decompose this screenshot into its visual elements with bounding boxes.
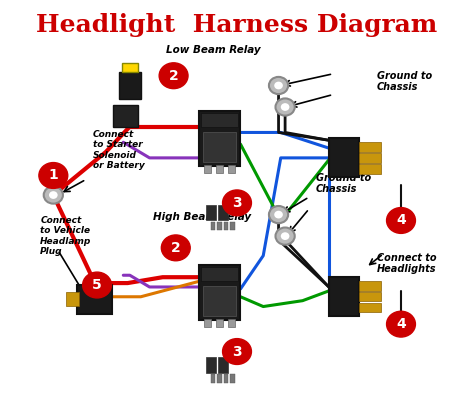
Circle shape: [275, 98, 295, 115]
FancyBboxPatch shape: [359, 153, 381, 163]
FancyBboxPatch shape: [217, 222, 222, 230]
FancyBboxPatch shape: [359, 142, 381, 152]
FancyBboxPatch shape: [122, 63, 138, 72]
Circle shape: [39, 163, 68, 188]
FancyBboxPatch shape: [206, 357, 216, 373]
FancyBboxPatch shape: [216, 165, 223, 173]
FancyBboxPatch shape: [230, 222, 235, 230]
Text: Ground to
Chassis: Ground to Chassis: [316, 173, 371, 194]
Circle shape: [223, 338, 251, 364]
Circle shape: [387, 208, 415, 233]
Circle shape: [275, 227, 295, 245]
FancyBboxPatch shape: [359, 303, 381, 312]
Text: 5: 5: [92, 278, 102, 292]
Circle shape: [159, 63, 188, 89]
Text: Connect to
Headlights: Connect to Headlights: [377, 253, 437, 274]
FancyBboxPatch shape: [329, 138, 359, 177]
FancyBboxPatch shape: [77, 285, 112, 314]
Text: Low Beam Relay: Low Beam Relay: [165, 45, 260, 55]
FancyBboxPatch shape: [228, 320, 236, 327]
FancyBboxPatch shape: [211, 374, 215, 383]
FancyBboxPatch shape: [203, 165, 210, 173]
Text: 4: 4: [396, 214, 406, 227]
Circle shape: [281, 103, 290, 111]
Text: High Beam Relay: High Beam Relay: [153, 212, 251, 221]
FancyBboxPatch shape: [66, 292, 79, 306]
FancyBboxPatch shape: [359, 292, 381, 301]
FancyBboxPatch shape: [230, 374, 235, 383]
FancyBboxPatch shape: [216, 320, 223, 327]
Text: 4: 4: [396, 317, 406, 331]
Text: 3: 3: [232, 344, 242, 359]
FancyBboxPatch shape: [113, 105, 138, 126]
Text: Headlight  Harness Diagram: Headlight Harness Diagram: [36, 13, 438, 37]
FancyBboxPatch shape: [228, 165, 236, 173]
Circle shape: [44, 186, 63, 204]
Circle shape: [269, 77, 288, 94]
Circle shape: [269, 206, 288, 223]
Text: Ground to
Chassis: Ground to Chassis: [377, 71, 432, 92]
Text: 2: 2: [171, 241, 181, 255]
Circle shape: [274, 82, 283, 89]
FancyBboxPatch shape: [199, 266, 240, 320]
FancyBboxPatch shape: [359, 281, 381, 290]
FancyBboxPatch shape: [201, 113, 238, 126]
FancyBboxPatch shape: [218, 205, 228, 221]
FancyBboxPatch shape: [206, 205, 216, 221]
Circle shape: [274, 211, 283, 219]
Circle shape: [387, 311, 415, 337]
FancyBboxPatch shape: [203, 132, 236, 162]
FancyBboxPatch shape: [119, 72, 141, 99]
FancyBboxPatch shape: [224, 222, 228, 230]
Circle shape: [223, 190, 251, 216]
FancyBboxPatch shape: [359, 164, 381, 173]
Text: Connect
to Starter
Solenoid
or Battery: Connect to Starter Solenoid or Battery: [93, 130, 145, 170]
FancyBboxPatch shape: [329, 277, 359, 316]
Text: 2: 2: [169, 69, 179, 83]
FancyBboxPatch shape: [203, 320, 210, 327]
Circle shape: [161, 235, 190, 261]
Text: 3: 3: [232, 196, 242, 210]
FancyBboxPatch shape: [224, 374, 228, 383]
FancyBboxPatch shape: [201, 268, 238, 281]
FancyBboxPatch shape: [218, 357, 228, 373]
FancyBboxPatch shape: [203, 286, 236, 316]
Circle shape: [82, 272, 111, 298]
Text: Connect
to Vehicle
Headlamp
Plug: Connect to Vehicle Headlamp Plug: [40, 216, 91, 256]
Circle shape: [281, 232, 290, 240]
FancyBboxPatch shape: [199, 111, 240, 166]
Circle shape: [49, 191, 58, 199]
Text: 1: 1: [48, 169, 58, 182]
FancyBboxPatch shape: [211, 222, 215, 230]
FancyBboxPatch shape: [217, 374, 222, 383]
